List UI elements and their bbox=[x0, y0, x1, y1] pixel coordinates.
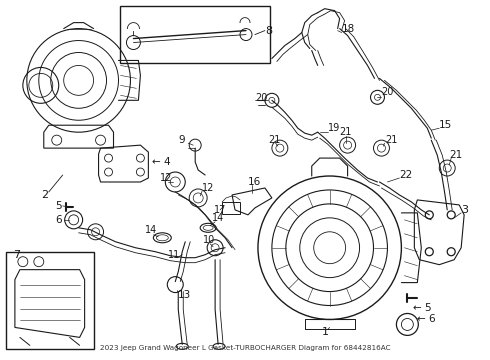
Text: ← 4: ← 4 bbox=[152, 157, 171, 167]
Text: 12: 12 bbox=[202, 183, 215, 193]
Text: 21: 21 bbox=[268, 135, 280, 145]
Text: 6: 6 bbox=[56, 215, 62, 225]
Bar bbox=[222, 202, 240, 214]
Text: 14: 14 bbox=[146, 225, 158, 235]
Text: ← 6: ← 6 bbox=[417, 314, 436, 324]
Bar bbox=[6, 252, 94, 349]
Text: 21: 21 bbox=[386, 135, 398, 145]
Text: 1: 1 bbox=[322, 327, 329, 337]
Text: 21: 21 bbox=[340, 127, 352, 137]
Text: 15: 15 bbox=[439, 120, 452, 130]
Text: 3: 3 bbox=[461, 205, 468, 215]
Bar bbox=[121, 6, 270, 63]
Text: 8: 8 bbox=[265, 26, 272, 36]
Text: 11: 11 bbox=[168, 250, 180, 260]
Text: 17: 17 bbox=[214, 205, 226, 215]
Text: 21: 21 bbox=[449, 150, 463, 160]
Text: 12: 12 bbox=[160, 173, 172, 183]
Text: 5: 5 bbox=[55, 201, 61, 211]
Text: 22: 22 bbox=[399, 170, 413, 180]
Text: 19: 19 bbox=[328, 123, 340, 133]
Text: 10: 10 bbox=[203, 235, 216, 245]
Text: 9: 9 bbox=[178, 135, 185, 145]
Text: 20: 20 bbox=[382, 87, 394, 97]
Text: 14: 14 bbox=[212, 213, 224, 223]
Text: 7: 7 bbox=[13, 250, 20, 260]
Text: 2: 2 bbox=[41, 190, 48, 200]
Text: 16: 16 bbox=[248, 177, 261, 187]
Text: 2023 Jeep Grand Wagoneer L Gasket-TURBOCHARGER Diagram for 68442816AC: 2023 Jeep Grand Wagoneer L Gasket-TURBOC… bbox=[99, 345, 391, 351]
Text: 20: 20 bbox=[255, 93, 268, 103]
Text: 18: 18 bbox=[342, 24, 355, 33]
Text: 13: 13 bbox=[178, 289, 192, 300]
Text: ← 5: ← 5 bbox=[414, 302, 432, 312]
